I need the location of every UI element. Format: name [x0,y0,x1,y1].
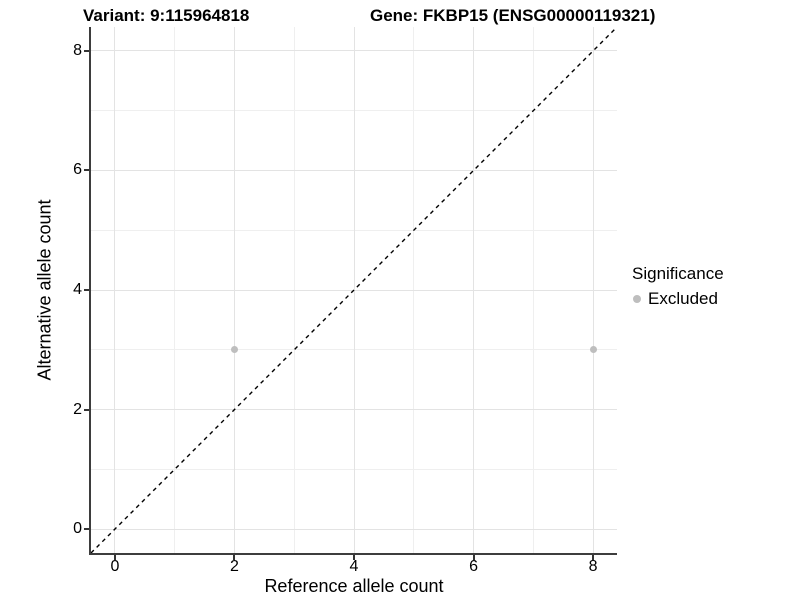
y-tick-label: 6 [73,161,82,179]
y-tick-label: 4 [73,281,82,298]
x-axis-title: Reference allele count [264,576,444,596]
x-axis-line [89,553,617,555]
x-tick-label: 4 [349,558,359,575]
data-point [589,346,597,354]
plot-title-variant: Variant: 9:115964818 [83,6,250,25]
x-tick-label: 6 [469,558,478,575]
x-tick-mark [592,555,595,560]
plot-panel [91,27,617,553]
y-tick-mark [84,49,89,52]
y-tick-mark [84,289,89,291]
x-tick-mark [113,555,116,560]
legend-item-label: Excluded [648,289,718,308]
y-major-gridline [91,528,617,530]
y-major-gridline [91,50,617,52]
y-major-gridline [91,169,617,171]
legend-item-excluded: Excluded [630,289,724,309]
y-tick-mark [84,169,89,172]
x-tick-label: 2 [230,558,239,575]
y-tick-mark [84,408,89,411]
y-tick-label: 2 [73,400,82,418]
x-tick-mark [233,555,236,560]
x-tick-mark [353,555,355,560]
x-tick-mark [472,555,475,560]
y-tick-mark [84,528,89,531]
y-tick-label: 8 [73,41,82,59]
y-major-gridline [91,409,617,411]
y-tick-label: 0 [73,520,82,538]
legend-title: Significance [632,264,724,283]
x-tick-label: 8 [588,558,598,575]
data-point [230,346,238,354]
legend-point-swatch [633,295,641,303]
y-axis-line [89,27,91,555]
plot-title-gene: Gene: FKBP15 (ENSG00000119321) [370,6,656,25]
legend: Significance Excluded [630,264,724,309]
legend-items: Excluded [630,289,724,309]
identity-line-dashed [91,27,617,553]
x-tick-label: 0 [110,558,120,575]
